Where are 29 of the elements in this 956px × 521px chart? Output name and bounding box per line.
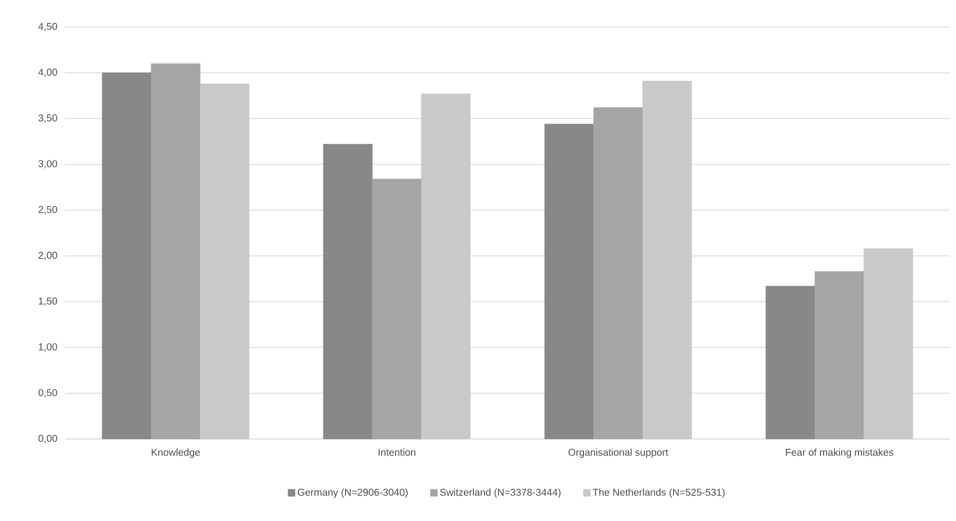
legend-label: Switzerland (N=3378-3444) <box>440 488 561 498</box>
legend-label: The Netherlands (N=525-531) <box>592 488 725 498</box>
bar <box>372 178 422 440</box>
legend-label: Germany (N=2906-3040) <box>298 488 408 498</box>
y-tick-label: 3,00 <box>38 160 58 168</box>
y-tick-label: 2,50 <box>38 206 58 214</box>
y-tick-label: 1,00 <box>38 343 58 352</box>
bar <box>766 286 816 440</box>
bar <box>150 63 200 440</box>
y-tick-label: 4,00 <box>38 68 58 77</box>
y-tick-label: 4,50 <box>38 22 58 32</box>
bar <box>200 84 250 440</box>
bar <box>814 271 864 440</box>
bar <box>642 80 692 440</box>
x-tick-label: Organisational support <box>568 448 668 458</box>
y-tick-label: 0,50 <box>38 389 58 398</box>
bar <box>323 144 373 440</box>
x-tick-label: Fear of making mistakes <box>786 448 894 458</box>
y-tick-label: 3,50 <box>38 114 58 123</box>
x-tick-label: Knowledge <box>152 448 200 458</box>
y-tick-label: 0,00 <box>38 434 58 444</box>
bar <box>593 107 643 440</box>
bar <box>544 124 594 440</box>
x-tick-label: Intention <box>378 448 416 456</box>
bar <box>864 248 914 440</box>
y-tick-label: 2,00 <box>38 252 58 260</box>
bar <box>102 72 152 440</box>
bar <box>421 94 471 440</box>
y-tick-label: 1,50 <box>38 298 58 306</box>
